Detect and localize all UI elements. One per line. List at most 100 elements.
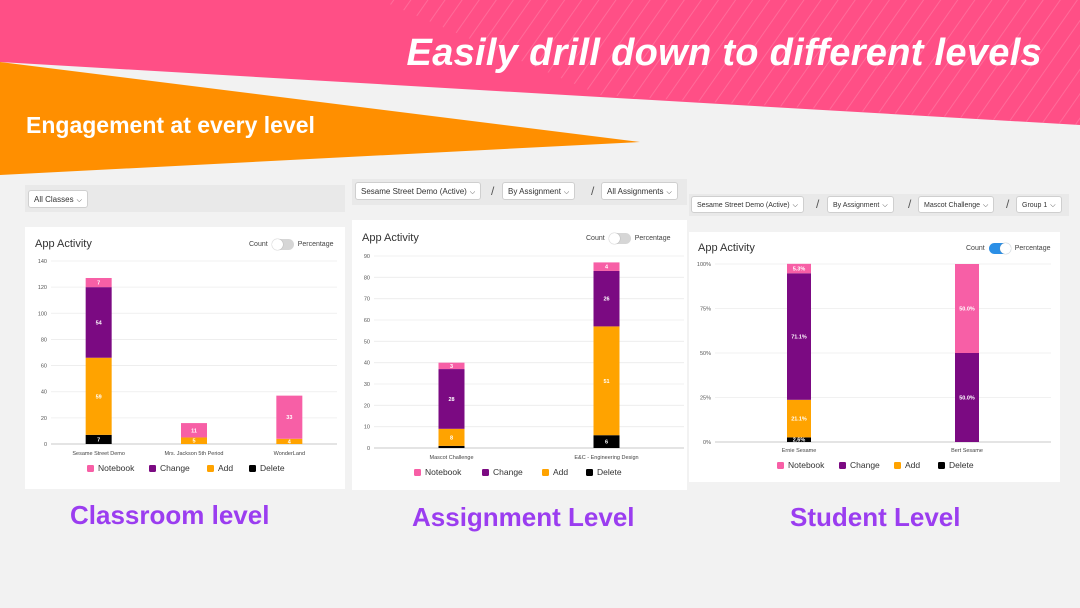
y-tick-label: 60	[364, 318, 370, 324]
data-label: 3	[450, 364, 453, 370]
breadcrumb-separator: /	[908, 197, 912, 211]
legend-swatch-change[interactable]	[482, 469, 489, 476]
legend-swatch-add[interactable]	[207, 465, 214, 472]
legend-swatch-delete[interactable]	[249, 465, 256, 472]
x-category-label: E&C - Engineering Design	[574, 455, 638, 461]
legend-swatch-add[interactable]	[542, 469, 549, 476]
data-label: 28	[448, 397, 454, 403]
y-tick-label: 90	[364, 254, 370, 260]
legend-swatch-change[interactable]	[839, 462, 846, 469]
legend-label[interactable]: Change	[850, 460, 880, 470]
legend-label[interactable]: Delete	[260, 463, 285, 473]
class-filter-dropdown[interactable]: Sesame Street Demo (Active) ⌵	[355, 182, 482, 200]
y-tick-label: 140	[38, 259, 47, 265]
chevron-down-icon: ⌵	[666, 189, 672, 196]
toggle-switch[interactable]	[608, 233, 631, 244]
bar-segment-notebook[interactable]	[276, 395, 303, 439]
assignment-count-toggle[interactable]: Count Percentage	[586, 233, 671, 244]
data-label: 33	[286, 415, 292, 421]
bar-segment-delete[interactable]	[593, 435, 620, 448]
bar-segment-delete[interactable]	[85, 434, 112, 444]
class-filter-dropdown[interactable]: Sesame Street Demo (Active) ⌵	[691, 196, 804, 213]
legend-label[interactable]: Add	[553, 467, 568, 477]
chevron-down-icon: ⌵	[1050, 202, 1056, 209]
bar-segment-add[interactable]	[787, 399, 811, 438]
y-tick-label: 70	[364, 297, 370, 303]
group-filter-dropdown[interactable]: Group 1 ⌵	[1016, 196, 1062, 213]
legend-label[interactable]: Change	[493, 467, 523, 477]
y-tick-label: 20	[41, 416, 47, 422]
legend-swatch-delete[interactable]	[586, 469, 593, 476]
classroom-chart-panel	[25, 227, 345, 489]
y-tick-label: 80	[41, 337, 47, 343]
student-bar-chart: 0% 25% 50% 75% 100% 2.6% 21.1% 71.1% 5.3% Ernie S…	[697, 262, 1051, 470]
legend-swatch-change[interactable]	[149, 465, 156, 472]
legend-label[interactable]: Notebook	[788, 460, 825, 470]
x-category-label: Sesame Street Demo	[72, 451, 125, 457]
bar-segment-add[interactable]	[276, 438, 303, 444]
legend-swatch-add[interactable]	[894, 462, 901, 469]
legend-swatch-notebook[interactable]	[777, 462, 784, 469]
class-filter-dropdown[interactable]: All Classes ⌵	[28, 190, 88, 208]
bar-segment-notebook[interactable]	[438, 362, 465, 370]
classroom-chart-title: App Activity	[35, 238, 92, 250]
data-label: 7	[97, 437, 100, 443]
bar-segment-delete[interactable]	[787, 437, 811, 442]
legend-swatch-notebook[interactable]	[414, 469, 421, 476]
bar-segment-add[interactable]	[85, 357, 112, 435]
data-label: 26	[603, 297, 609, 303]
bar-segment-change[interactable]	[787, 273, 811, 400]
data-label: 4	[288, 439, 292, 445]
legend-label[interactable]: Notebook	[425, 467, 462, 477]
chevron-down-icon: ⌵	[76, 197, 82, 204]
bar-segment-notebook[interactable]	[955, 264, 979, 353]
y-tick-label: 80	[364, 275, 370, 281]
data-label: 5	[192, 439, 195, 445]
assignment-filter-dropdown[interactable]: Mascot Challenge ⌵	[918, 196, 995, 213]
legend-label[interactable]: Notebook	[98, 463, 135, 473]
assignment-filter-value: All Assignments	[607, 187, 664, 196]
legend-label[interactable]: Add	[218, 463, 233, 473]
y-tick-label: 75%	[700, 307, 711, 313]
bar-segment-change[interactable]	[593, 270, 620, 327]
student-chart-panel	[689, 232, 1060, 482]
breadcrumb-separator: /	[591, 184, 595, 198]
group-by-value: By Assignment	[833, 202, 880, 209]
breadcrumb-separator: /	[491, 184, 495, 198]
legend-label[interactable]: Delete	[597, 467, 622, 477]
legend-swatch-notebook[interactable]	[87, 465, 94, 472]
x-category-label: Mrs. Jackson 5th Period	[165, 451, 224, 457]
student-percentage-toggle[interactable]: Count Percentage	[966, 243, 1051, 254]
assignment-bar-chart: 0 10 20 30 40 50 60 70 80 90 8 28 3 Mascot Challenge 6…	[364, 254, 684, 477]
legend-swatch-delete[interactable]	[938, 462, 945, 469]
bar-segment-notebook[interactable]	[787, 263, 811, 274]
classroom-count-toggle[interactable]: Count Percentage	[249, 239, 334, 250]
bar-segment-add[interactable]	[438, 428, 465, 446]
legend-label[interactable]: Change	[160, 463, 190, 473]
toggle-switch[interactable]	[271, 239, 294, 250]
x-category-label: Mascot Challenge	[429, 455, 473, 461]
bar-segment-change[interactable]	[85, 287, 112, 358]
chevron-down-icon: ⌵	[792, 202, 798, 209]
group-by-dropdown[interactable]: By Assignment ⌵	[502, 182, 576, 200]
bar-segment-add[interactable]	[593, 326, 620, 436]
group-by-dropdown[interactable]: By Assignment ⌵	[827, 196, 894, 213]
legend-label[interactable]: Add	[905, 460, 920, 470]
bar-segment-change[interactable]	[438, 369, 465, 429]
bar-segment-add[interactable]	[181, 437, 207, 444]
bar-segment-notebook[interactable]	[85, 277, 112, 288]
y-tick-label: 10	[364, 425, 370, 431]
student-level-label: Student Level	[790, 502, 961, 532]
bar-segment-notebook[interactable]	[181, 423, 207, 438]
legend-label[interactable]: Delete	[949, 460, 974, 470]
chevron-down-icon: ⌵	[469, 189, 476, 196]
bar-segment-change[interactable]	[955, 353, 979, 442]
assignment-filter-dropdown[interactable]: All Assignments ⌵	[601, 182, 678, 200]
group-filter-value: Group 1	[1022, 202, 1048, 209]
toggle-switch[interactable]	[988, 243, 1011, 254]
data-label: 8	[450, 435, 453, 441]
y-tick-label: 100%	[697, 262, 711, 268]
bar-segment-delete[interactable]	[438, 445, 465, 448]
bar-segment-notebook[interactable]	[593, 262, 620, 271]
data-label: 50.0%	[959, 396, 975, 402]
